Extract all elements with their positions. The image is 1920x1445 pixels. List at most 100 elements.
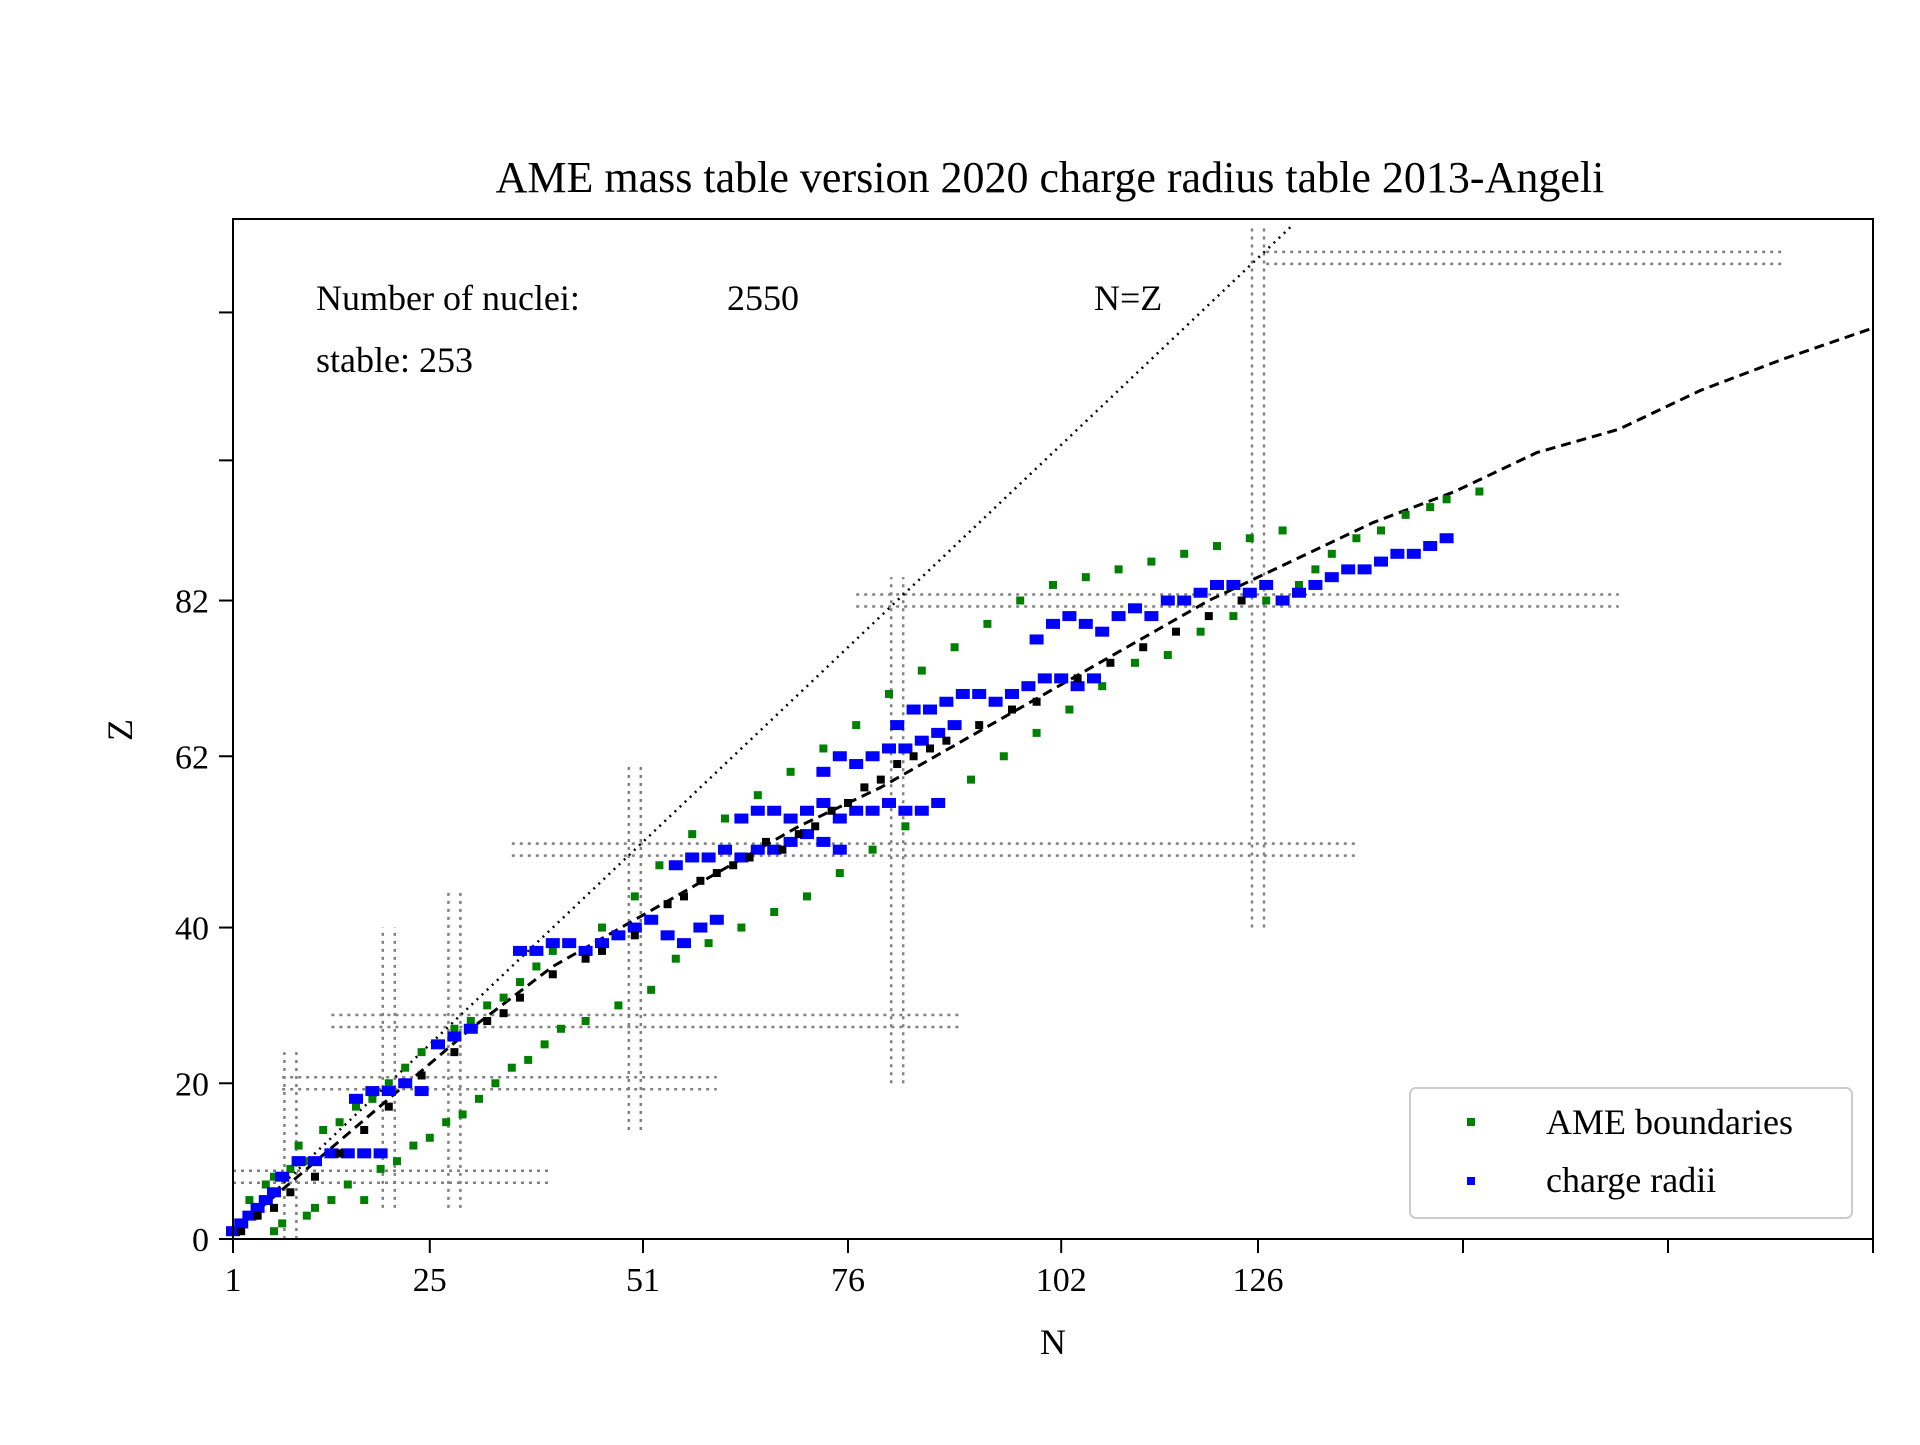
point-ame-boundaries-92	[1377, 526, 1385, 535]
nz-line-label: N=Z	[1094, 278, 1162, 318]
point-stable-23	[762, 837, 770, 846]
point-charge-radii-102	[1390, 548, 1405, 559]
point-charge-radii-17	[414, 1086, 429, 1097]
point-ame-boundaries-22	[393, 1157, 401, 1166]
point-charge-radii-82	[1062, 611, 1077, 622]
point-ame-boundaries-89	[1311, 565, 1320, 574]
point-stable-13	[548, 970, 557, 979]
point-charge-radii-105	[1439, 533, 1454, 544]
x-tick-label-0: 1	[225, 1262, 242, 1299]
point-ame-boundaries-30	[458, 1110, 467, 1119]
point-ame-boundaries-49	[655, 861, 664, 870]
point-charge-radii-56	[914, 805, 929, 816]
point-charge-radii-94	[1259, 579, 1274, 590]
point-charge-radii-30	[660, 930, 675, 941]
point-charge-radii-8	[308, 1156, 322, 1167]
nuclei-count-value: 2550	[727, 278, 799, 318]
point-ame-boundaries-39	[532, 962, 541, 971]
point-charge-radii-76	[1037, 673, 1052, 684]
point-charge-radii-15	[381, 1086, 396, 1097]
point-charge-radii-73	[988, 696, 1003, 707]
point-ame-boundaries-25	[417, 1048, 426, 1057]
point-ame-boundaries-45	[598, 923, 606, 932]
point-stable-41	[1172, 627, 1180, 636]
point-charge-radii-87	[1144, 611, 1159, 622]
x-tick-label-3: 76	[831, 1262, 865, 1299]
point-charge-radii-49	[800, 805, 814, 816]
point-charge-radii-2	[242, 1210, 257, 1221]
point-ame-boundaries-51	[688, 830, 697, 839]
point-stable-24	[778, 845, 787, 854]
point-ame-boundaries-83	[1213, 542, 1221, 551]
point-stable-2	[270, 1203, 278, 1212]
point-ame-boundaries-80	[1163, 651, 1172, 660]
point-charge-radii-78	[1070, 681, 1085, 692]
point-charge-radii-28	[627, 922, 642, 933]
point-stable-43	[1237, 596, 1246, 605]
point-ame-boundaries-76	[1098, 682, 1107, 691]
point-stable-16	[630, 931, 639, 940]
point-charge-radii-11	[357, 1148, 372, 1159]
point-ame-boundaries-95	[1442, 495, 1451, 504]
point-charge-radii-21	[513, 945, 527, 956]
point-stable-33	[926, 744, 934, 753]
point-charge-radii-88	[1160, 595, 1175, 606]
point-ame-boundaries-8	[286, 1164, 295, 1173]
point-stable-14	[581, 954, 590, 963]
point-stable-5	[335, 1149, 344, 1158]
point-ame-boundaries-29	[450, 1024, 459, 1033]
point-stable-37	[1032, 697, 1041, 706]
point-stable-1	[253, 1211, 262, 1220]
point-ame-boundaries-42	[557, 1024, 565, 1033]
point-charge-radii-93	[1242, 587, 1257, 598]
point-charge-radii-68	[906, 704, 921, 715]
point-charge-radii-101	[1374, 556, 1388, 567]
point-ame-boundaries-77	[1114, 565, 1123, 574]
point-charge-radii-3	[250, 1202, 265, 1213]
point-stable-4	[311, 1172, 319, 1181]
point-stable-15	[598, 946, 606, 955]
point-ame-boundaries-28	[442, 1118, 451, 1127]
point-charge-radii-20	[463, 1023, 478, 1034]
point-ame-boundaries-87	[1278, 526, 1287, 535]
point-ame-boundaries-16	[343, 1180, 352, 1189]
point-stable-34	[942, 736, 951, 745]
point-ame-boundaries-65	[917, 666, 926, 675]
stable-count-label: stable: 253	[316, 340, 473, 380]
point-charge-radii-44	[832, 844, 847, 855]
point-ame-boundaries-88	[1295, 580, 1303, 589]
point-ame-boundaries-85	[1245, 534, 1254, 543]
point-ame-boundaries-90	[1327, 549, 1336, 558]
point-ame-boundaries-68	[967, 775, 975, 784]
point-stable-18	[680, 892, 688, 901]
point-charge-radii-23	[545, 938, 560, 949]
point-charge-radii-85	[1111, 611, 1126, 622]
legend-marker-ame-boundaries	[1467, 1118, 1475, 1126]
point-stable-35	[975, 721, 984, 730]
point-charge-radii-67	[890, 720, 905, 731]
point-charge-radii-95	[1275, 595, 1290, 606]
point-charge-radii-99	[1341, 564, 1356, 575]
point-ame-boundaries-26	[425, 1133, 434, 1142]
x-tick-label-5: 126	[1233, 1262, 1284, 1299]
point-ame-boundaries-52	[704, 939, 713, 948]
point-ame-boundaries-14	[327, 1196, 336, 1205]
point-ame-boundaries-15	[335, 1118, 344, 1127]
point-charge-radii-31	[677, 938, 691, 949]
point-stable-3	[286, 1188, 295, 1197]
point-stable-22	[745, 853, 754, 862]
point-charge-radii-57	[931, 797, 946, 808]
point-charge-radii-43	[816, 836, 831, 847]
point-charge-radii-81	[1046, 618, 1060, 629]
point-charge-radii-53	[865, 805, 880, 816]
point-charge-radii-40	[767, 844, 782, 855]
point-charge-radii-69	[923, 704, 937, 715]
point-ame-boundaries-64	[901, 822, 910, 831]
point-ame-boundaries-11	[302, 1157, 311, 1166]
point-charge-radii-77	[1054, 673, 1069, 684]
point-charge-radii-9	[324, 1148, 339, 1159]
nz-line	[232, 225, 1292, 1233]
point-charge-radii-70	[939, 696, 954, 707]
point-charge-radii-55	[898, 805, 913, 816]
point-stable-6	[360, 1125, 369, 1134]
